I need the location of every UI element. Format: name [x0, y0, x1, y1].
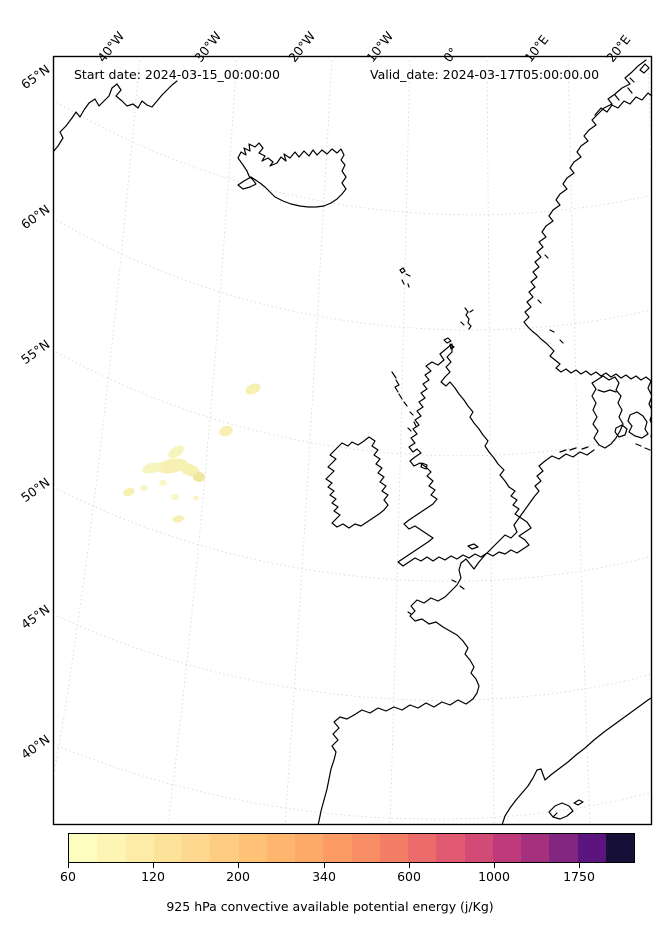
colorbar-segment — [436, 834, 465, 862]
colorbar-tick-value: 1750 — [563, 869, 595, 884]
cape-patch — [159, 480, 167, 486]
coast-denmark — [591, 375, 624, 449]
colorbar-segment — [464, 834, 493, 862]
colorbar-caption: 925 hPa convective available potential e… — [166, 899, 494, 914]
coast-mediterranean — [501, 697, 651, 824]
cape-patch — [172, 515, 184, 523]
coast-ireland — [325, 436, 389, 529]
colorbar-tickmark — [152, 863, 154, 868]
colorbar-segment — [577, 834, 606, 862]
coast-norway-isles — [537, 254, 564, 344]
coast-danish-isles — [635, 443, 651, 451]
coast-zealand — [627, 411, 649, 439]
map-frame — [52, 55, 653, 826]
colorbar-tick-value: 60 — [60, 869, 76, 884]
coast-isle-of-wight — [467, 543, 479, 550]
coast-greenland — [54, 80, 178, 152]
colorbar-segment — [521, 834, 550, 862]
colorbar-segment — [266, 834, 295, 862]
cape-patch — [171, 494, 179, 500]
colorbar-tick-value: 120 — [141, 869, 165, 884]
coast-faroes — [399, 267, 411, 288]
coast-channel-islands — [407, 579, 465, 615]
colorbar-segment — [351, 834, 380, 862]
start-date-annotation: Start date: 2024-03-15_00:00:00 — [74, 67, 280, 82]
colorbar — [68, 833, 635, 863]
colorbar-segment — [97, 834, 126, 862]
colorbar-segment — [125, 834, 154, 862]
colorbar-segment — [605, 834, 634, 862]
colorbar-tickmark — [493, 863, 495, 868]
colorbar-tick-value: 340 — [312, 869, 336, 884]
cape-patches — [123, 383, 261, 523]
cape-patch — [180, 463, 200, 477]
colorbar-segment — [379, 834, 408, 862]
colorbar-tickmark — [67, 863, 69, 868]
cape-patch — [156, 458, 188, 474]
coast-menorca — [573, 799, 584, 806]
coast-mallorca — [548, 802, 574, 820]
colorbar-segment — [210, 834, 239, 862]
cape-patch — [245, 383, 261, 395]
cape-patch — [193, 495, 199, 501]
valid-date-annotation: Valid_date: 2024-03-17T05:00:00.00 — [370, 67, 600, 82]
colorbar-segment — [295, 834, 324, 862]
coast-frisian-isles — [559, 446, 589, 453]
cape-patch — [193, 472, 205, 482]
colorbar-segment — [182, 834, 211, 862]
coastlines — [54, 59, 651, 824]
cape-patch — [123, 487, 135, 497]
coast-isle-of-man — [420, 462, 428, 470]
coast-great-britain — [397, 343, 532, 567]
cape-patch — [168, 445, 184, 459]
coast-norway — [523, 59, 651, 438]
colorbar-segment — [323, 834, 352, 862]
colorbar-segment — [492, 834, 521, 862]
colorbar-segment — [238, 834, 267, 862]
colorbar-segment — [549, 834, 578, 862]
cape-patch — [219, 425, 233, 437]
coast-continent-west — [317, 449, 595, 824]
coast-funen — [614, 424, 628, 438]
colorbar-segment — [408, 834, 437, 862]
colorbar-tick-value: 200 — [226, 869, 250, 884]
graticule-grid — [54, 57, 651, 824]
cape-patch — [140, 485, 148, 491]
colorbar-segment — [69, 834, 98, 862]
coast-hebrides — [391, 371, 417, 432]
colorbar-tickmark — [323, 863, 325, 868]
coast-lofoten — [594, 63, 651, 116]
colorbar-tickmark — [578, 863, 580, 868]
coast-iceland — [237, 142, 347, 208]
colorbar-tick-value: 1000 — [478, 869, 510, 884]
colorbar-tickmark — [408, 863, 410, 868]
colorbar-tickmark — [237, 863, 239, 868]
cape-patch — [142, 462, 162, 474]
coast-shetland — [460, 307, 474, 330]
colorbar-segment — [153, 834, 182, 862]
colorbar-tick-value: 600 — [397, 869, 421, 884]
